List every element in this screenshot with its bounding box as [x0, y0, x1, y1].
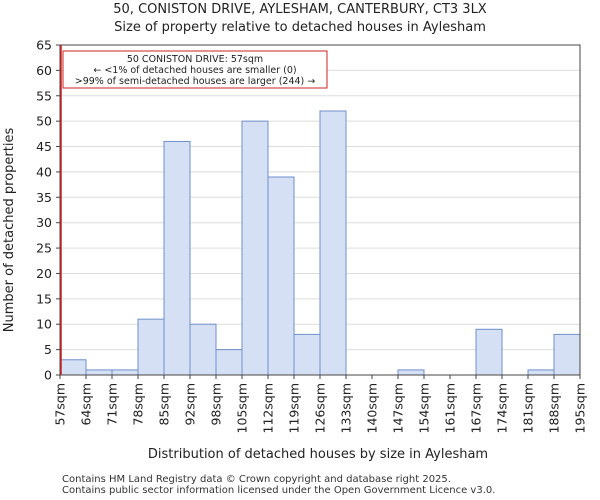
x-tick-label: 161sqm	[443, 383, 458, 433]
x-tick-label: 119sqm	[287, 383, 302, 433]
y-tick-label: 40	[36, 164, 52, 179]
x-tick-labels: 57sqm 64sqm 71sqm 78sqm 85sqm 92sqm 98sqm 105sq…	[53, 375, 588, 433]
bar	[527, 369, 555, 376]
y-tick-label: 30	[36, 215, 52, 230]
annotation-line-1: 50 CONISTON DRIVE: 57sqm	[127, 54, 263, 65]
y-tick-label: 20	[36, 266, 52, 281]
x-tick-label: 188sqm	[547, 383, 562, 433]
x-tick-label: 181sqm	[521, 383, 536, 433]
x-tick-label: 195sqm	[573, 383, 588, 433]
bar	[319, 110, 347, 376]
x-tick-label: 78sqm	[131, 383, 146, 426]
x-tick-label: 126sqm	[313, 383, 328, 433]
x-axis-label: Distribution of detached houses by size …	[148, 447, 488, 462]
bar	[137, 318, 165, 376]
y-tick-label: 5	[44, 342, 52, 357]
annotation-line-2: ← <1% of detached houses are smaller (0)	[93, 65, 296, 76]
chart-title: 50, CONISTON DRIVE, AYLESHAM, CANTERBURY…	[113, 2, 487, 17]
bar	[85, 369, 113, 376]
x-tick-label: 112sqm	[261, 383, 276, 433]
y-tick-label: 55	[36, 88, 52, 103]
chart-subtitle: Size of property relative to detached ho…	[114, 20, 486, 35]
y-tick-label: 45	[36, 139, 52, 154]
bar	[293, 333, 321, 376]
x-tick-label: 147sqm	[391, 383, 406, 433]
y-axis-label: Number of detached properties	[2, 128, 17, 333]
bar	[59, 359, 87, 376]
bar	[475, 328, 503, 376]
bar	[189, 323, 217, 376]
bars	[59, 110, 581, 376]
y-tick-label: 0	[44, 368, 52, 383]
x-tick-label: 85sqm	[157, 383, 172, 426]
bar	[163, 140, 191, 376]
annotation-frame	[62, 50, 328, 89]
footer-licence: Contains public sector information licen…	[62, 485, 496, 496]
y-tick-label: 35	[36, 190, 52, 205]
bar	[111, 369, 139, 376]
x-tick-label: 64sqm	[79, 383, 94, 426]
x-tick-label: 57sqm	[53, 383, 68, 426]
x-tick-label: 92sqm	[183, 383, 198, 426]
annotation-box: 50 CONISTON DRIVE: 57sqm ← <1% of detach…	[62, 50, 328, 89]
x-tick-label: 154sqm	[417, 383, 432, 433]
y-tick-label: 15	[36, 291, 52, 306]
y-tick-labels: 0 5 10 15 20 25 30 35 40 45 50 55 60 65	[36, 38, 60, 383]
x-tick-label: 133sqm	[339, 383, 354, 433]
plot-frame	[59, 44, 581, 376]
y-tick-label: 65	[36, 38, 52, 53]
bar	[397, 369, 425, 376]
annotation-line-3: >99% of semi-detached houses are larger …	[75, 76, 316, 87]
bar	[241, 120, 269, 376]
x-tick-label: 167sqm	[469, 383, 484, 433]
y-tick-label: 10	[36, 317, 52, 332]
x-tick-label: 140sqm	[365, 383, 380, 433]
bar	[267, 176, 295, 376]
x-tick-label: 105sqm	[235, 383, 250, 433]
bar	[553, 333, 581, 376]
bar	[215, 349, 243, 376]
x-tick-label: 71sqm	[105, 383, 120, 426]
footer-copyright: Contains HM Land Registry data © Crown c…	[62, 474, 451, 485]
x-tick-label: 98sqm	[209, 383, 224, 426]
y-tick-label: 50	[36, 114, 52, 129]
y-tick-label: 60	[36, 63, 52, 78]
x-tick-label: 174sqm	[495, 383, 510, 433]
y-tick-label: 25	[36, 241, 52, 256]
